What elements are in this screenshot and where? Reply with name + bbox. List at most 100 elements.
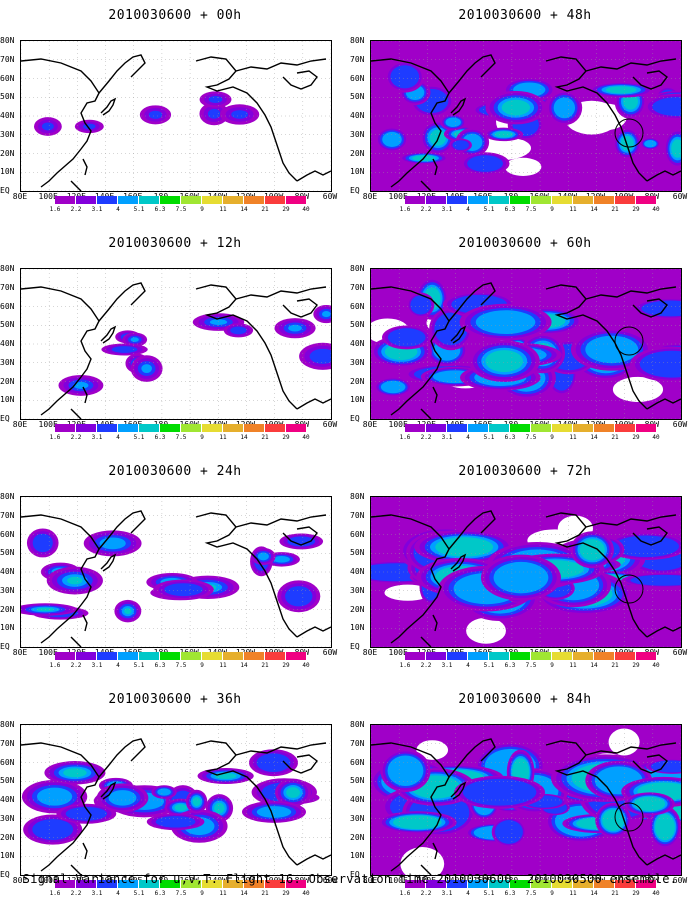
colorbar-swatch: 1.6 — [50, 196, 76, 213]
longitude-label: 80E — [362, 648, 378, 657]
coastline — [420, 180, 432, 191]
latitude-label: EQ — [0, 414, 10, 423]
coastline — [448, 54, 496, 94]
latitude-label: 80N — [0, 36, 15, 45]
map-frame — [370, 268, 682, 420]
variance-contour — [380, 380, 406, 394]
coastline — [371, 514, 450, 644]
colorbar-swatch: 14 — [240, 424, 265, 441]
coastline — [21, 514, 100, 644]
colorbar-tick-label: 29 — [282, 206, 290, 213]
colorbar-tick-label: 5.1 — [483, 890, 495, 897]
latitude-label: 30N — [0, 357, 15, 367]
colorbar-swatch: 11 — [219, 652, 244, 669]
latitude-label: 20N — [0, 832, 15, 842]
latitude-label: 50N — [0, 776, 15, 786]
coastline — [235, 514, 327, 528]
coastline — [420, 636, 432, 647]
latitude-labels: 80N 70N 60N 50N 40N 30N 20N 10N EQ — [350, 721, 370, 879]
colorbar-tick-label: 4 — [116, 890, 120, 897]
map-frame — [370, 724, 682, 876]
longitude-label: 80E — [12, 192, 28, 201]
colorbar-swatch: 29 40 — [632, 880, 660, 897]
latitude-label: 20N — [350, 148, 365, 158]
colorbar-swatch: 11 — [219, 424, 244, 441]
latitude-label: 20N — [0, 148, 15, 158]
low-variance-area — [504, 157, 542, 176]
latitude-label: 20N — [0, 376, 15, 386]
coastline — [545, 740, 648, 866]
coastline — [432, 386, 438, 404]
map-frame — [20, 40, 332, 192]
colorbar-swatch: 2.2 — [71, 652, 97, 669]
latitude-label: 40N — [350, 795, 365, 804]
coastline — [282, 70, 318, 90]
coastline — [432, 842, 438, 860]
variance-contour — [148, 110, 163, 119]
variance-contour — [192, 796, 201, 807]
colorbar: 1.6 2.2 3.1 4 5.1 6.3 7.5 9 11 14 21 29 40 — [400, 880, 660, 897]
colorbar-tick-label: 14 — [240, 206, 248, 213]
latitude-label: 50N — [350, 548, 365, 558]
colorbar-swatch: 14 — [590, 424, 615, 441]
panel-title: 2010030600 + 12h — [108, 236, 242, 251]
coastline — [585, 58, 677, 72]
colorbar-swatch: 1.6 — [50, 424, 76, 441]
colorbar-tick-label: 21 — [611, 206, 619, 213]
low-variance-area — [612, 376, 664, 403]
panel-title: 2010030600 + 60h — [458, 236, 592, 251]
latitude-label: EQ — [350, 414, 360, 423]
variance-contour — [579, 539, 605, 561]
colorbar-swatch: 21 — [611, 424, 636, 441]
colorbar-swatch: 6.3 — [155, 880, 181, 897]
coastline — [646, 398, 681, 410]
colorbar-tick-label: 6.3 — [154, 662, 166, 669]
colorbar-swatch: 3.1 — [442, 196, 468, 213]
map-panel: 2010030600 + 72h 80N 70N 60N 50N 40N 30N 20N 10N… — [350, 456, 700, 678]
map-canvas — [21, 725, 331, 875]
variance-contour — [321, 311, 331, 318]
variance-contour — [493, 561, 549, 594]
map-canvas — [21, 41, 331, 191]
variance-contour — [155, 816, 196, 828]
variance-contour — [73, 381, 89, 389]
map-panel: 2010030600 + 12h 80N 70N 60N 50N 40N 30N 20N 10N… — [0, 228, 350, 450]
map-canvas — [21, 497, 331, 647]
colorbar-tick-label: 29 — [282, 434, 290, 441]
variance-contour — [553, 97, 576, 119]
variance-contour — [382, 131, 402, 147]
variance-contour — [620, 136, 634, 151]
map-panel: 2010030600 + 84h 80N 70N 60N 50N 40N 30N 20N 10N… — [350, 684, 700, 906]
colorbar-tick-label: 3.1 — [91, 206, 103, 213]
variance-contour — [392, 815, 442, 830]
coastline — [235, 286, 327, 300]
colorbar-tick-label: 21 — [261, 206, 269, 213]
colorbar-swatch: 9 — [550, 424, 573, 441]
colorbar-swatch: 1.6 — [400, 196, 426, 213]
colorbar-tick-label: 7.5 — [175, 890, 187, 897]
variance-contour — [111, 346, 138, 353]
colorbar-swatch: 9 — [200, 196, 223, 213]
panel-title: 2010030600 + 72h — [458, 464, 592, 479]
colorbar-tick-label: 5.1 — [133, 890, 145, 897]
variance-contour — [32, 819, 74, 840]
latitude-label: 30N — [350, 813, 365, 823]
coastline — [296, 854, 331, 866]
colorbar-tick-label: 6.3 — [504, 890, 516, 897]
colorbar-swatch: 2.2 — [421, 196, 447, 213]
coastline — [100, 325, 117, 344]
colorbar-swatch: 6.3 — [505, 652, 531, 669]
coastline — [420, 408, 432, 419]
map-panel: 2010030600 + 60h 80N 70N 60N 50N 40N 30N 20N 10N… — [350, 228, 700, 450]
coastline — [70, 864, 82, 875]
map-frame — [370, 40, 682, 192]
colorbar-tick-label: 11 — [569, 662, 577, 669]
colorbar-tick-label: 14 — [240, 662, 248, 669]
latitude-label: 60N — [350, 301, 365, 311]
longitude-label: 80E — [12, 648, 28, 657]
colorbar-swatch: 4 — [466, 652, 489, 669]
colorbar-swatch: 9 — [200, 424, 223, 441]
colorbar-swatch: 6.3 — [505, 880, 531, 897]
coastline — [371, 286, 450, 416]
colorbar-tick-label: 9 — [200, 206, 204, 213]
